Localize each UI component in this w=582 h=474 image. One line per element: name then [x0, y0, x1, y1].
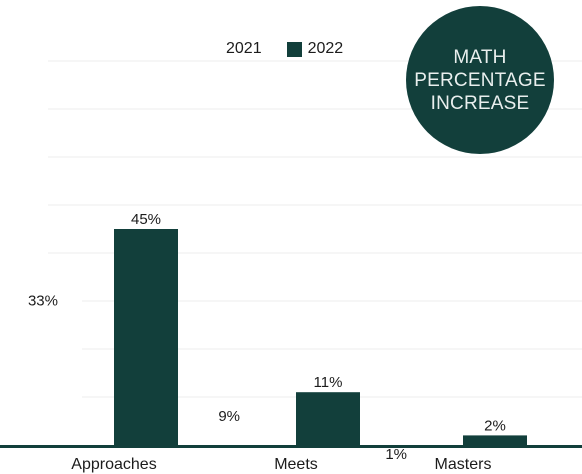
- legend-label-2022: 2022: [307, 40, 344, 57]
- x-tick-label: Masters: [435, 456, 492, 473]
- bar-2022: [114, 229, 178, 445]
- data-labels: 33% 45% 9% 11% 1% 2%: [28, 211, 506, 463]
- bar-2021: [200, 401, 264, 445]
- x-axis: Approaches Meets Masters: [0, 445, 582, 473]
- bars: [18, 229, 527, 445]
- data-label-2021: 33%: [28, 293, 58, 310]
- bar-2021: [367, 440, 431, 445]
- legend: 2021 2022: [205, 40, 343, 58]
- data-label-2021: 9%: [218, 408, 240, 425]
- bar-2022: [463, 435, 527, 445]
- data-label-2022: 11%: [314, 374, 343, 391]
- x-tick-label: Meets: [274, 456, 318, 473]
- x-tick-label: Approaches: [71, 456, 156, 473]
- title-badge: MATH PERCENTAGE INCREASE: [406, 6, 554, 154]
- legend-swatch-2021: [205, 41, 220, 57]
- badge-line-3: INCREASE: [430, 92, 530, 114]
- data-label-2022: 45%: [131, 211, 161, 228]
- badge-line-2: PERCENTAGE: [414, 69, 546, 91]
- badge-line-1: MATH: [453, 46, 507, 68]
- data-label-2022: 2%: [484, 417, 506, 434]
- data-label-2021: 1%: [385, 446, 407, 463]
- legend-item-2021: 2021: [205, 40, 262, 58]
- bar-2022: [296, 392, 360, 445]
- legend-swatch-2022: [286, 41, 302, 57]
- legend-label-2021: 2021: [226, 40, 262, 57]
- bar-2021: [18, 286, 82, 445]
- legend-item-2022: 2022: [286, 40, 344, 58]
